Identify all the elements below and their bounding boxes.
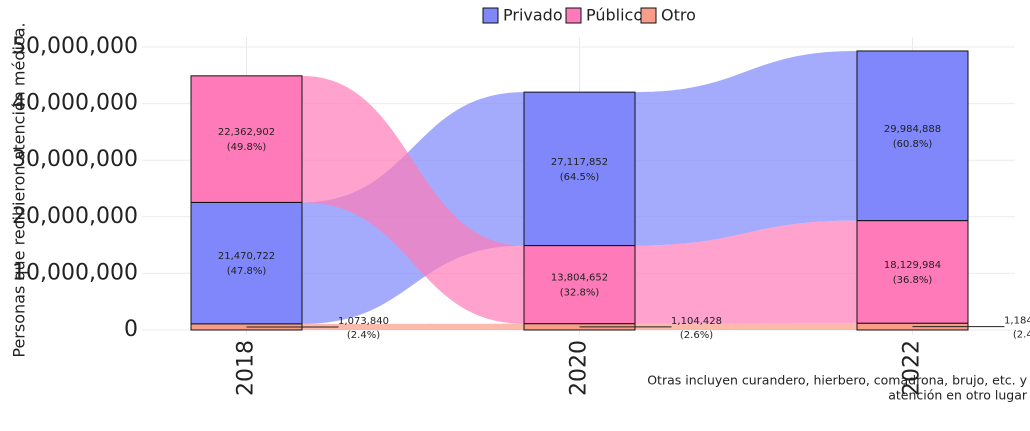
value-label: 1,184,247 [1004,316,1030,327]
share-label: (2.6%) [680,330,713,341]
share-label: (49.8%) [227,142,267,153]
y-tick-label: 0 [124,317,138,342]
value-label: 18,129,984 [884,260,941,271]
share-label: (47.8%) [227,266,267,277]
bar-segment [190,201,303,325]
flow [302,75,524,324]
value-label: 29,984,888 [884,124,941,135]
bar-segment [856,220,969,324]
x-tick-label: 2022 [900,340,925,396]
flow [635,323,857,330]
y-tick-label: 40,000,000 [12,91,138,116]
share-label: (2.4%) [1013,330,1030,341]
share-label: (2.4%) [347,330,380,341]
caption: atención en otro lugar [888,388,1028,403]
value-label: 22,362,902 [218,127,275,138]
legend-swatch [565,7,582,24]
y-tick-label: 30,000,000 [12,147,138,172]
value-label: 1,073,840 [338,316,389,327]
y-tick-label: 20,000,000 [12,204,138,229]
x-tick-label: 2020 [567,340,592,396]
flow [635,220,857,324]
value-label: 13,804,652 [551,273,608,284]
caption: Otras incluyen curandero, hierbero, coma… [647,373,1027,388]
y-tick-label: 50,000,000 [12,34,138,59]
bar-segment [190,75,303,203]
value-label: 1,104,428 [671,316,722,327]
bar-segment [523,245,636,325]
legend-label: Privado [503,6,563,25]
value-label: 21,470,722 [218,251,275,262]
share-label: (32.8%) [560,288,600,299]
legend-label: Público [586,6,643,25]
bar-segment [856,50,969,222]
bar-segment [523,91,636,247]
y-tick-label: 10,000,000 [12,260,138,285]
x-tick-label: 2018 [234,340,259,396]
flows [302,50,857,330]
y-axis-title: Personas que recibieron atención médica. [10,22,29,357]
flow [635,50,857,246]
value-label: 27,117,852 [551,157,608,168]
share-label: (60.8%) [893,139,933,150]
legend-label: Otro [661,6,696,25]
legend-swatch [482,7,499,24]
share-label: (64.5%) [560,172,600,183]
share-label: (36.8%) [893,275,933,286]
flow [302,323,524,330]
legend-swatch [640,7,657,24]
